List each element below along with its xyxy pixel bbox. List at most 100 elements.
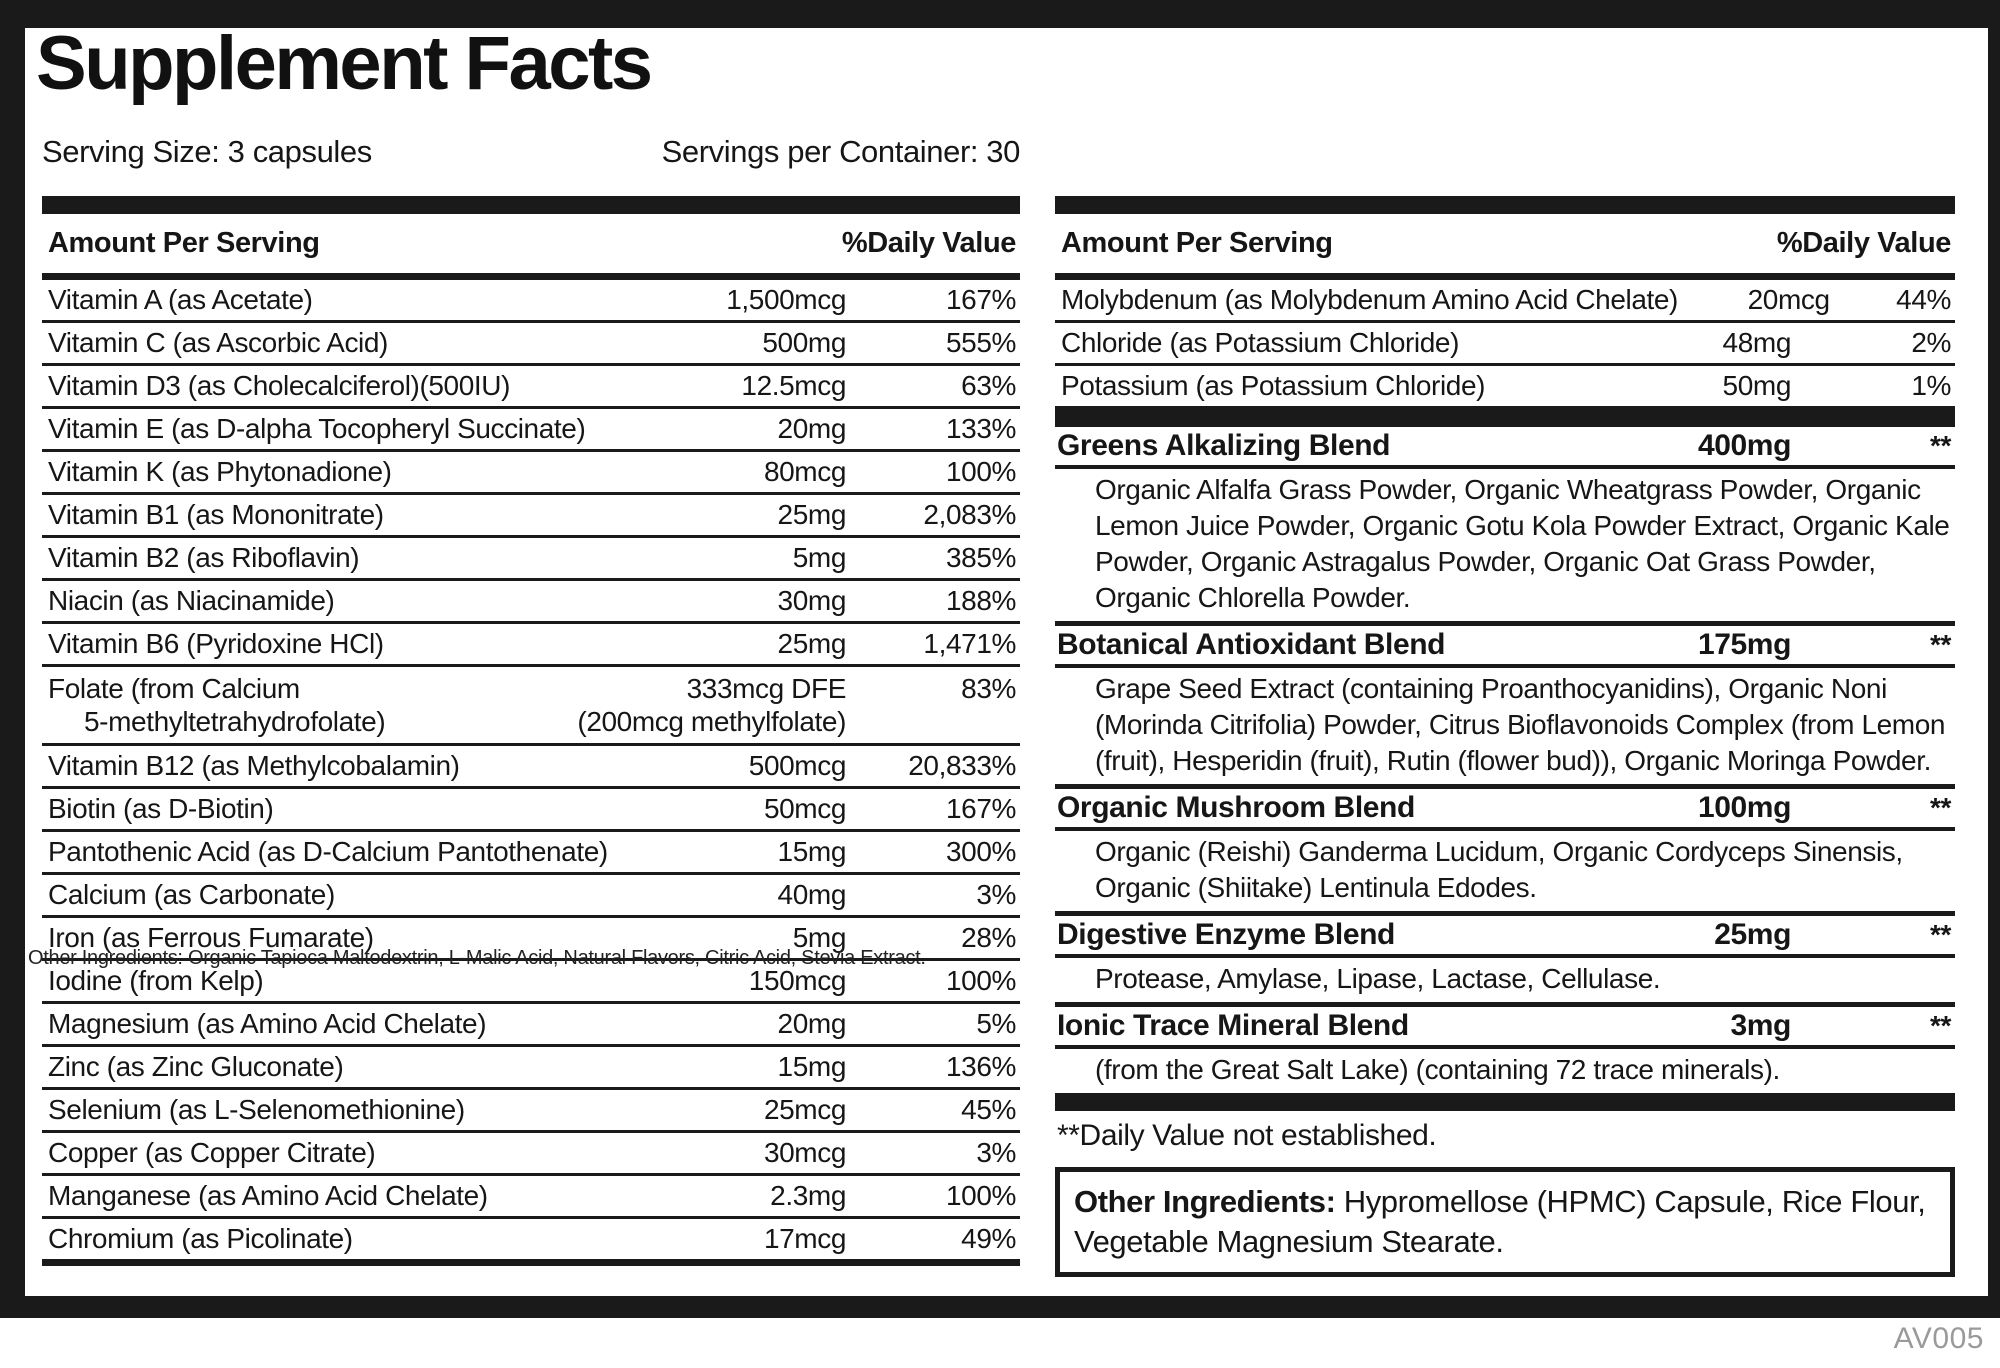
ingredient-name: Molybdenum (as Molybdenum Amino Acid Che… xyxy=(1061,284,1678,315)
blend-amount: 3mg xyxy=(1730,1009,1792,1042)
ingredient-name: Calcium (as Carbonate) xyxy=(48,879,335,910)
ingredient-name: Selenium (as L-Selenomethionine) xyxy=(48,1094,465,1125)
header-amount-per-serving: Amount Per Serving xyxy=(48,227,320,259)
header-bar xyxy=(1055,196,1955,214)
other-ingredients-label: Other Ingredients: xyxy=(1074,1184,1336,1219)
ingredient-dv: 136% xyxy=(945,1051,1016,1082)
ingredient-name: Vitamin B1 (as Mononitrate) xyxy=(48,499,384,530)
ingredient-amount: 30mg xyxy=(777,585,847,616)
table-row: Selenium (as L-Selenomethionine) 25mcg 45% xyxy=(42,1090,1020,1133)
ingredient-name: Chloride (as Potassium Chloride) xyxy=(1061,327,1460,358)
ingredient-name: Folate (from Calcium 5-methyltetrahydrofo… xyxy=(48,672,516,738)
table-row: Copper (as Copper Citrate) 30mcg 3% xyxy=(42,1133,1020,1176)
table-row: Iodine (from Kelp) 150mcg 100% xyxy=(42,961,1020,1004)
ingredient-amount: 17mcg xyxy=(763,1223,846,1254)
table-row: Zinc (as Zinc Gluconate) 15mg 136% xyxy=(42,1047,1020,1090)
folate-name-line1: Folate (from Calcium xyxy=(48,673,300,704)
ingredient-amount: 50mcg xyxy=(763,793,846,824)
blend-amount: 100mg xyxy=(1697,791,1791,824)
nutrient-table-right: Amount Per Serving %Daily Value Molybden… xyxy=(1055,196,1955,1277)
serving-info: Serving Size: 3 capsules Servings per Co… xyxy=(42,134,1020,170)
table-row: Vitamin E (as D-alpha Tocopheryl Succina… xyxy=(42,409,1020,452)
ingredient-dv: 385% xyxy=(945,542,1016,573)
ingredient-dv: 44% xyxy=(1896,284,1951,315)
section-bar xyxy=(1055,409,1955,427)
label-border-bottom xyxy=(0,1296,2000,1318)
folate-name-line2: 5-methyltetrahydrofolate) xyxy=(84,706,386,737)
divider xyxy=(1055,911,1955,916)
table-row: Manganese (as Amino Acid Chelate) 2.3mg 10… xyxy=(42,1176,1020,1219)
table-row: Chromium (as Picolinate) 17mcg 49% xyxy=(42,1219,1020,1266)
table-row: Niacin (as Niacinamide) 30mg 188% xyxy=(42,581,1020,624)
table-row: Vitamin B2 (as Riboflavin) 5mg 385% xyxy=(42,538,1020,581)
folate-amount-line1: 333mcg DFE xyxy=(686,673,847,704)
footer-code: AV005 xyxy=(1893,1322,1984,1355)
ingredient-amount: 25mg xyxy=(777,628,847,659)
ingredient-dv: 83% xyxy=(961,673,1016,704)
blend-amount: 175mg xyxy=(1697,628,1791,661)
table-row: Vitamin C (as Ascorbic Acid) 500mg 555% xyxy=(42,323,1020,366)
label-border-left xyxy=(0,0,25,1318)
ingredient-amount: 2.3mg xyxy=(770,1180,846,1211)
ingredient-dv: 167% xyxy=(945,793,1016,824)
label-border-top xyxy=(0,0,2000,28)
table-row: Molybdenum (as Molybdenum Amino Acid Che… xyxy=(1055,280,1955,323)
table-row: Pantothenic Acid (as D-Calcium Pantothen… xyxy=(42,832,1020,875)
ingredient-dv: 49% xyxy=(961,1223,1016,1254)
ingredient-name: Vitamin C (as Ascorbic Acid) xyxy=(48,327,388,358)
blend-dv: ** xyxy=(1930,430,1951,461)
ingredient-dv: 63% xyxy=(961,370,1016,401)
ingredient-amount: 1,500mcg xyxy=(726,284,846,315)
other-ingredients-text: Hypromellose (HPMC) Capsule, Rice Flour,… xyxy=(1074,1184,1926,1259)
ingredient-name: Chromium (as Picolinate) xyxy=(48,1223,353,1254)
ingredient-name: Vitamin D3 (as Cholecalciferol)(500IU) xyxy=(48,370,511,401)
folate-amount-line2: (200mcg methylfolate) xyxy=(577,706,846,737)
ingredient-dv: 1,471% xyxy=(923,628,1016,659)
ingredient-amount: 20mg xyxy=(777,1008,847,1039)
blend-dv: ** xyxy=(1930,629,1951,660)
blend-description: Organic Alfalfa Grass Powder, Organic Wh… xyxy=(1095,474,1950,613)
table-row: Vitamin B1 (as Mononitrate) 25mg 2,083% xyxy=(42,495,1020,538)
ingredient-name: Potassium (as Potassium Chloride) xyxy=(1061,370,1486,401)
ingredient-amount: 333mcg DFE (200mcg methylfolate) xyxy=(516,672,846,738)
ingredient-name: Magnesium (as Amino Acid Chelate) xyxy=(48,1008,487,1039)
ingredient-dv: 2,083% xyxy=(923,499,1016,530)
ingredient-dv: 555% xyxy=(945,327,1016,358)
blend-name: Ionic Trace Mineral Blend xyxy=(1057,1009,1409,1042)
blend-amount: 400mg xyxy=(1697,429,1791,462)
ingredient-name: Manganese (as Amino Acid Chelate) xyxy=(48,1180,488,1211)
serving-size: Serving Size: 3 capsules xyxy=(42,134,372,169)
header-daily-value: %Daily Value xyxy=(1776,227,1952,259)
ingredient-dv: 28% xyxy=(961,922,1016,953)
table-row: Vitamin B12 (as Methylcobalamin) 500mcg 20… xyxy=(42,746,1020,789)
ingredient-name: Iodine (from Kelp) xyxy=(48,965,264,996)
ingredient-amount: 20mg xyxy=(777,413,847,444)
blend-heading: Greens Alkalizing Blend 400mg ** xyxy=(1055,427,1955,469)
ingredient-amount: 25mcg xyxy=(763,1094,846,1125)
table-row-folate: Folate (from Calcium 5-methyltetrahydrofo… xyxy=(42,667,1020,746)
divider xyxy=(1055,1002,1955,1007)
table-row: Iron (as Ferrous Fumarate) 5mg 28% xyxy=(42,918,1020,961)
table-row: Vitamin B6 (Pyridoxine HCl) 25mg 1,471% xyxy=(42,624,1020,667)
ingredient-name: Zinc (as Zinc Gluconate) xyxy=(48,1051,344,1082)
ingredient-name: Vitamin B2 (as Riboflavin) xyxy=(48,542,360,573)
ingredient-amount: 12.5mcg xyxy=(741,370,846,401)
table-row: Biotin (as D-Biotin) 50mcg 167% xyxy=(42,789,1020,832)
ingredient-amount: 20mcg xyxy=(1747,284,1830,315)
ingredient-dv: 188% xyxy=(945,585,1016,616)
blend-description: Grape Seed Extract (containing Proanthoc… xyxy=(1095,673,1946,776)
blend-name: Organic Mushroom Blend xyxy=(1057,791,1415,824)
ingredient-dv: 5% xyxy=(976,1008,1016,1039)
label-border-right xyxy=(1988,0,2000,1318)
blend-dv: ** xyxy=(1930,792,1951,823)
blend-heading: Ionic Trace Mineral Blend 3mg ** xyxy=(1055,1007,1955,1049)
header-daily-value: %Daily Value xyxy=(841,227,1017,259)
ingredient-dv: 3% xyxy=(976,879,1016,910)
blend-name: Greens Alkalizing Blend xyxy=(1057,429,1391,462)
ingredient-amount: 5mg xyxy=(792,922,847,953)
section-bar xyxy=(1055,1093,1955,1111)
blend-dv: ** xyxy=(1930,919,1951,950)
divider xyxy=(1055,784,1955,789)
ingredient-amount: 15mg xyxy=(777,836,847,867)
